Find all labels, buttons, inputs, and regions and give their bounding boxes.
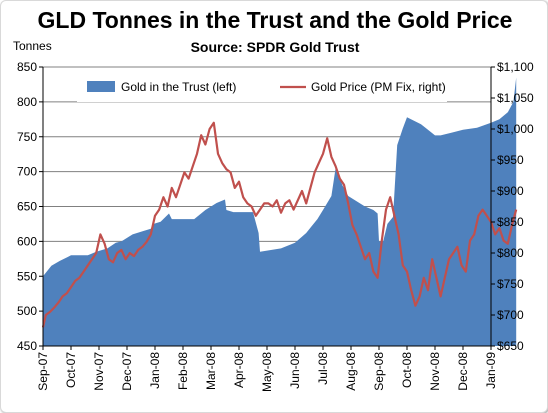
x-tick-label: Dec-07 (120, 352, 134, 391)
legend-swatch-tonnes (87, 81, 115, 92)
gold-price-line (41, 121, 518, 328)
left-tick-label: 650 (17, 200, 37, 214)
chart-subtitle: Source: SPDR Gold Trust (190, 39, 360, 55)
x-tick-label: Sep-08 (372, 352, 386, 391)
left-tick-label: 500 (17, 304, 37, 318)
left-tick-label: 850 (17, 60, 37, 74)
x-tick-label: Sep-07 (36, 352, 50, 391)
x-tick-label: Oct-07 (64, 352, 78, 388)
tonnes-area (43, 77, 517, 346)
x-tick-label: Aug-08 (344, 352, 358, 391)
x-tick-label: Nov-08 (428, 352, 442, 391)
left-tick-label: 800 (17, 95, 37, 109)
right-tick-label: $1,050 (497, 91, 534, 105)
x-tick-label: Dec-08 (456, 352, 470, 391)
left-axis-title: Tonnes (13, 39, 52, 53)
tonnes-area-layer (43, 77, 517, 346)
right-tick-label: $750 (497, 277, 524, 291)
axes: 450 500 550 600 650 700 750 800 850 $650 $700 $750 $… (17, 60, 534, 392)
price-line-layer (41, 121, 518, 328)
right-tick-label: $1,100 (497, 60, 534, 74)
x-tick-label: Oct-08 (400, 352, 414, 388)
x-tick-label: May-08 (260, 352, 274, 392)
x-tick-label: Jan-08 (148, 352, 162, 389)
right-tick-label: $1,000 (497, 122, 534, 136)
legend-label-price: Gold Price (PM Fix, right) (311, 80, 446, 94)
left-tick-label: 750 (17, 130, 37, 144)
left-tick-label: 450 (17, 339, 37, 353)
x-tick-label: Mar-08 (204, 352, 218, 390)
left-tick-label: 600 (17, 234, 37, 248)
right-tick-label: $700 (497, 308, 524, 322)
legend-box (77, 72, 447, 102)
right-tick-label: $800 (497, 246, 524, 260)
x-tick-label: Nov-07 (92, 352, 106, 391)
right-tick-label: $850 (497, 215, 524, 229)
left-tick-label: 700 (17, 165, 37, 179)
legend: Gold in the Trust (left) Gold Price (PM F… (77, 72, 447, 102)
right-tick-label: $950 (497, 153, 524, 167)
right-tick-label: $900 (497, 184, 524, 198)
right-tick-label: $650 (497, 339, 524, 353)
x-tick-label: Feb-08 (176, 352, 190, 390)
left-tick-label: 550 (17, 269, 37, 283)
legend-label-tonnes: Gold in the Trust (left) (121, 80, 236, 94)
x-tick-label: Apr-08 (232, 352, 246, 388)
x-tick-label: Jul-08 (316, 352, 330, 385)
chart-title: GLD Tonnes in the Trust and the Gold Pri… (37, 7, 513, 33)
x-tick-label: Jan-09 (484, 352, 498, 389)
x-tick-label: Jun-08 (288, 352, 302, 389)
